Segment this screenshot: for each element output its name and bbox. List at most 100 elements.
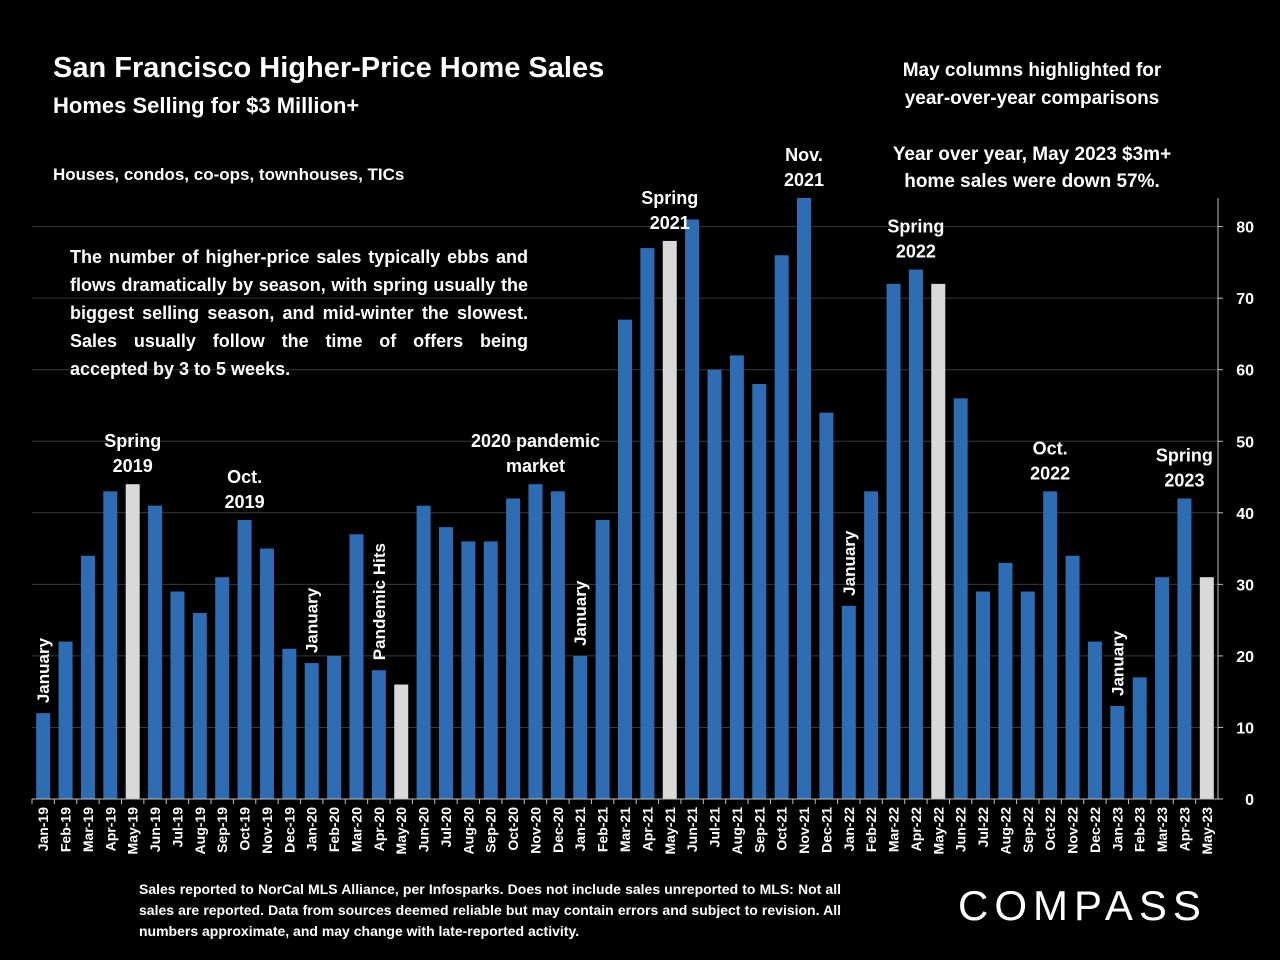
x-tick-label: Sep-19	[214, 807, 230, 853]
bar-jul-22	[976, 591, 991, 799]
x-tick-label: Mar-19	[80, 807, 96, 852]
bar-feb-23	[1132, 677, 1147, 799]
x-tick-label: Oct-21	[774, 807, 790, 851]
x-tick-label: Aug-22	[997, 807, 1013, 855]
x-tick-label: Feb-21	[595, 807, 611, 852]
bar-may-19	[125, 484, 140, 799]
bar-mar-23	[1155, 577, 1170, 799]
bar-oct-19	[237, 519, 252, 799]
bar-jul-19	[170, 591, 185, 799]
x-tick-label: Nov-22	[1065, 807, 1081, 854]
bar-may-20	[394, 684, 409, 799]
may-highlight-line-1: May columns highlighted for	[902, 60, 1162, 81]
x-tick-label: Sep-20	[483, 807, 499, 853]
x-tick-label: May-20	[393, 807, 409, 855]
x-tick-label: Jun-19	[147, 807, 163, 852]
x-tick-label: Apr-21	[639, 807, 655, 852]
x-tick-label: Jan-20	[304, 807, 320, 852]
bar-feb-20	[327, 655, 342, 799]
x-tick-label: Mar-21	[617, 807, 633, 852]
annotation-label: Spring 2021	[641, 188, 698, 233]
x-tick-label: Nov-19	[259, 807, 275, 854]
bar-mar-19	[80, 555, 95, 799]
bar-may-23	[1199, 577, 1214, 799]
bar-dec-21	[819, 412, 834, 799]
bar-oct-21	[774, 255, 789, 799]
bar-jun-22	[953, 398, 968, 799]
bar-sep-19	[215, 577, 230, 799]
x-tick-label: Dec-20	[550, 807, 566, 853]
x-tick-label: May-22	[930, 807, 946, 855]
bar-jan-21	[573, 655, 588, 799]
bar-may-21	[662, 240, 677, 799]
x-tick-label: Apr-22	[908, 807, 924, 852]
annotation-label: Spring 2022	[887, 217, 944, 262]
y-tick-label: 50	[1236, 434, 1254, 451]
yoy-line-2: home sales were down 57%.	[904, 171, 1160, 192]
x-tick-label: Feb-20	[326, 807, 342, 852]
annotation-label: January	[34, 637, 53, 703]
x-tick-label: Jul-19	[169, 807, 185, 848]
bar-jan-19	[36, 713, 51, 799]
x-tick-label: Aug-19	[192, 807, 208, 855]
y-tick-label: 40	[1236, 506, 1254, 523]
bar-aug-20	[461, 541, 476, 799]
bar-jun-21	[685, 219, 700, 799]
bar-aug-22	[998, 562, 1013, 799]
x-tick-label: Jun-22	[953, 807, 969, 852]
bar-nov-22	[1065, 555, 1080, 799]
annotation-label: Pandemic Hits	[370, 543, 389, 660]
annotation-label: January	[571, 580, 590, 646]
x-tick-label: Jul-22	[975, 807, 991, 848]
bar-jan-20	[304, 663, 319, 799]
bar-apr-21	[640, 248, 655, 800]
x-tick-label: Apr-19	[102, 807, 118, 852]
bar-sep-21	[752, 384, 767, 799]
bar-oct-22	[1043, 491, 1058, 799]
bar-aug-19	[192, 612, 207, 799]
x-tick-label: Sep-21	[751, 807, 767, 853]
annotation-label: Oct. 2019	[225, 467, 265, 512]
x-tick-label: Jun-20	[416, 807, 432, 852]
x-tick-label: Aug-20	[460, 807, 476, 855]
x-tick-label: May-21	[662, 807, 678, 855]
bar-nov-20	[528, 484, 543, 799]
x-tick-label: Jul-20	[438, 807, 454, 848]
bar-dec-22	[1087, 641, 1102, 799]
x-tick-label: Apr-20	[371, 807, 387, 852]
yoy-line-1: Year over year, May 2023 $3m+	[892, 144, 1172, 165]
y-tick-label: 70	[1236, 291, 1254, 308]
annotation-label: Nov. 2021	[784, 145, 824, 190]
bar-jan-23	[1110, 705, 1125, 799]
annotations: January Spring 2019 Oct. 2019 January Pandemic…	[34, 145, 1213, 703]
x-tick-label: May-23	[1199, 807, 1215, 855]
x-tick-label: Jan-22	[841, 807, 857, 852]
bar-sep-20	[483, 541, 498, 799]
bar-apr-19	[103, 491, 118, 799]
bar-feb-22	[864, 491, 879, 799]
annotation-label: January	[840, 530, 859, 596]
x-tick-label: Feb-19	[58, 807, 74, 852]
y-tick-label: 60	[1236, 363, 1254, 380]
bars	[36, 198, 1214, 800]
bar-oct-20	[506, 498, 521, 799]
seasonality-explanation: The number of higher-price sales typical…	[70, 247, 528, 379]
x-tick-label: Jan-21	[572, 807, 588, 852]
bar-may-22	[931, 283, 946, 799]
x-tick-label: Oct-20	[505, 807, 521, 851]
x-tick-label: Nov-20	[527, 807, 543, 854]
x-tick-label: May-19	[125, 807, 141, 855]
x-tick-label: Oct-22	[1042, 807, 1058, 851]
x-tick-label: Feb-22	[863, 807, 879, 852]
y-tick-label: 0	[1245, 792, 1254, 809]
may-highlight-note: May columns highlighted for year-over-ye…	[872, 57, 1192, 113]
annotation-label: Spring 2019	[104, 431, 161, 476]
x-tick-label: Nov-21	[796, 807, 812, 854]
bar-jul-20	[438, 527, 453, 799]
bar-mar-21	[618, 319, 632, 799]
annotation-label: Oct. 2022	[1030, 438, 1070, 483]
x-tick-label: Aug-21	[729, 807, 745, 855]
x-tick-label: Oct-19	[237, 807, 253, 851]
x-tick-label: Dec-21	[818, 807, 834, 853]
